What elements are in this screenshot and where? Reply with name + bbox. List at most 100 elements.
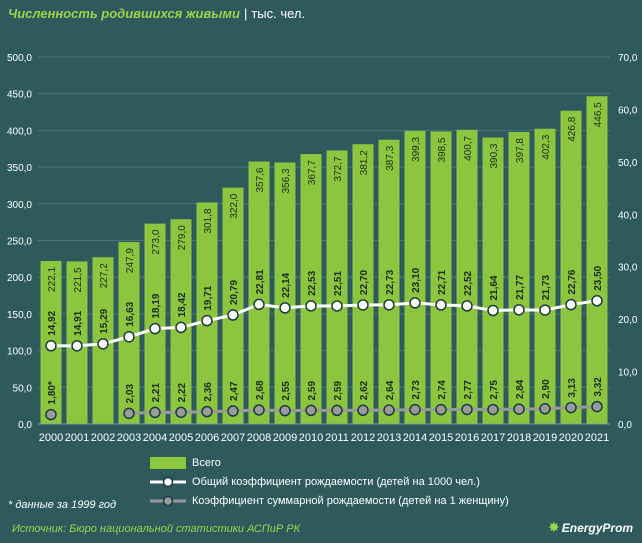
- bar: [274, 162, 296, 424]
- bar: [300, 154, 322, 424]
- y-tick-label-left: 100,0: [7, 347, 32, 358]
- fertility-rate-data-label: 3,32: [593, 377, 604, 397]
- fertility-rate-data-label: 2,59: [333, 381, 344, 401]
- bar-data-label: 301,8: [203, 208, 214, 233]
- bar: [326, 150, 348, 424]
- general-rate-point: [253, 298, 265, 311]
- y-tick-label-right: 20,0: [618, 315, 638, 326]
- general-rate-point: [435, 299, 447, 311]
- general-rate-data-label: 22,73: [385, 269, 396, 294]
- title-unit: тыс. чел.: [251, 6, 306, 21]
- fertility-rate-point: [435, 403, 447, 416]
- y-tick-label-left: 150,0: [7, 310, 32, 321]
- general-rate-point: [45, 340, 57, 352]
- general-rate-data-label: 19,71: [203, 285, 214, 310]
- y-tick-label-left: 200,0: [7, 273, 32, 284]
- x-tick-label: 2011: [325, 432, 349, 444]
- legend-label-total: Всего: [192, 457, 221, 469]
- bar: [170, 219, 192, 424]
- fertility-rate-data-label: 2,77: [463, 380, 474, 400]
- x-tick-label: 2019: [533, 432, 557, 444]
- y-tick-label-left: 0,0: [18, 420, 32, 431]
- x-tick-label: 2003: [117, 432, 141, 444]
- general-rate-point: [175, 321, 187, 334]
- general-rate-data-label: 14,91: [73, 310, 84, 335]
- general-rate-point: [591, 295, 603, 307]
- general-rate-data-label: 22,76: [567, 269, 578, 294]
- general-rate-point: [305, 300, 317, 312]
- fertility-rate-point: [227, 405, 239, 417]
- y-tick-label-left: 250,0: [7, 237, 32, 248]
- bar-data-label: 387,3: [385, 145, 396, 170]
- fertility-rate-point: [409, 403, 421, 416]
- x-tick-label: 2013: [377, 432, 401, 444]
- y-tick-label-right: 60,0: [618, 105, 638, 116]
- axis-layer: 0,0 50,0 100,0 150,0 200,0 250,0 300,0 350,0 400…: [7, 53, 638, 444]
- general-rate-point: [487, 304, 499, 317]
- footnote: * данные за 1999 год: [8, 499, 117, 511]
- x-tick-label: 2005: [169, 432, 193, 444]
- title-separator: |: [243, 6, 248, 21]
- bar-data-label: 390,3: [489, 143, 500, 168]
- bar-data-label: 367,7: [307, 160, 318, 185]
- bar-data-label: 273,0: [151, 229, 162, 254]
- x-tick-label: 2015: [429, 432, 453, 444]
- bar-data-label: 381,2: [359, 150, 370, 175]
- general-rate-point: [201, 314, 213, 327]
- bar: [430, 131, 452, 424]
- bar-data-label: 372,7: [333, 156, 344, 181]
- bar: [352, 144, 374, 424]
- fertility-rate-data-label: 2,55: [281, 381, 292, 401]
- chart-title: Численность родившихся живыми | тыс. чел.: [8, 6, 305, 28]
- bar: [196, 202, 218, 424]
- bar-data-label: 397,8: [515, 138, 526, 163]
- x-tick-label: 2002: [91, 432, 115, 444]
- general-rate-data-label: 20,79: [229, 280, 240, 305]
- bar-data-label: 356,3: [281, 168, 292, 193]
- general-rate-data-label: 21,73: [541, 275, 552, 300]
- general-rate-data-label: 22,14: [281, 272, 292, 297]
- general-rate-point: [279, 302, 291, 314]
- legend-item-fertility-rate: Коэффициент суммарной рождаемости (детей…: [150, 493, 509, 509]
- general-rate-line: [50, 299, 598, 348]
- bar-layer: [40, 96, 608, 425]
- y-tick-label-right: 30,0: [618, 263, 638, 274]
- x-tick-label: 2017: [481, 432, 505, 444]
- legend-label-general-rate: Общий коэффициент рождаемости (детей на …: [192, 476, 480, 488]
- bar-data-label: 222,1: [47, 267, 58, 292]
- general-rate-data-label: 22,51: [333, 271, 344, 296]
- energyprom-logo-icon: ✸: [548, 519, 560, 535]
- bar-data-label: 426,8: [567, 116, 578, 141]
- fertility-rate-data-label: 2,62: [359, 380, 370, 400]
- fertility-rate-data-label: 2,75: [489, 380, 500, 400]
- bar-data-label: 399,3: [411, 136, 422, 161]
- general-rate-point: [565, 298, 577, 311]
- fertility-rate-data-label: 2,64: [385, 380, 396, 400]
- title-main: Численность родившихся живыми: [8, 6, 240, 21]
- legend-label-fertility-rate: Коэффициент суммарной рождаемости (детей…: [192, 495, 509, 507]
- x-tick-label: 2014: [403, 432, 427, 444]
- source-note: Источник: Бюро национальной статистики А…: [12, 523, 301, 535]
- general-rate-data-label: 21,77: [515, 274, 526, 299]
- general-rate-point: [357, 299, 369, 311]
- x-tick-label: 2001: [65, 432, 89, 444]
- general-rate-data-label: 22,53: [307, 270, 318, 295]
- fertility-rate-data-label: 2,22: [177, 382, 188, 402]
- x-tick-label: 2020: [559, 432, 583, 444]
- fertility-rate-data-label: 2,36: [203, 382, 214, 402]
- general-rate-data-label: 16,63: [125, 301, 136, 326]
- fertility-rate-data-label: 2,73: [411, 380, 422, 400]
- bar: [508, 132, 530, 424]
- bar-data-label: 279,0: [177, 225, 188, 250]
- y-tick-label-right: 0,0: [618, 420, 632, 431]
- general-rate-point: [383, 299, 395, 311]
- general-rate-point: [149, 322, 161, 335]
- fertility-rate-point: [487, 403, 499, 416]
- y-tick-label-left: 300,0: [7, 200, 32, 211]
- x-tick-label: 2007: [221, 432, 245, 444]
- fertility-rate-data-label: 2,59: [307, 381, 318, 401]
- fertility-rate-point: [149, 406, 161, 419]
- line-layer: [45, 295, 603, 421]
- general-rate-data-label: 14,92: [47, 310, 58, 335]
- general-rate-point: [123, 331, 135, 343]
